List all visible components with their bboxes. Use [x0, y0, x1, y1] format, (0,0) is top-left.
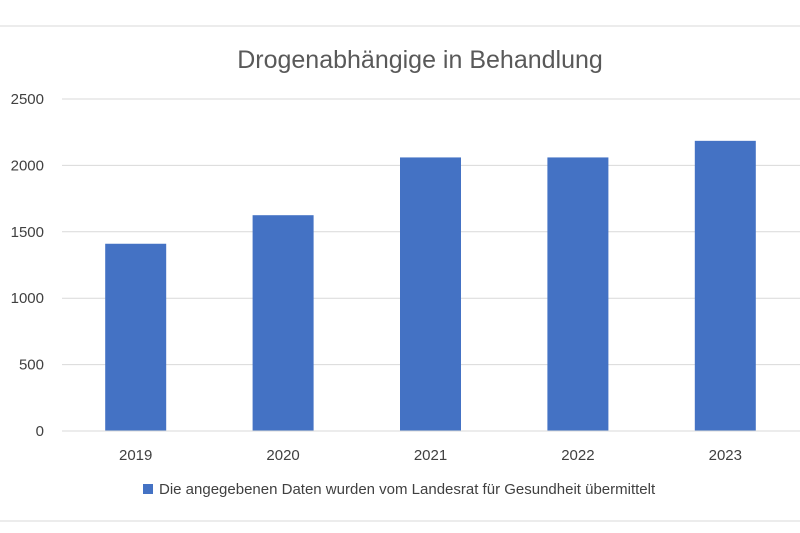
- bar-series: [62, 140, 800, 432]
- x-tick-label: 2022: [561, 447, 594, 464]
- legend-swatch: [143, 484, 153, 494]
- y-axis-tick-labels: 0 500 1000 1500 2000 2500: [11, 91, 44, 440]
- bar-2020: [252, 215, 314, 431]
- bar-2021: [400, 157, 461, 431]
- bar-2023: [694, 140, 756, 431]
- y-tick-label: 1500: [11, 224, 44, 241]
- x-tick-label: 2021: [414, 447, 447, 464]
- y-tick-label: 2000: [11, 157, 44, 174]
- y-tick-label: 2500: [11, 91, 44, 108]
- chart-title: Drogenabhängige in Behandlung: [237, 46, 603, 74]
- x-axis-tick-labels: 2019 2020 2021 2022 2023: [119, 447, 742, 464]
- x-tick-label: 2019: [119, 447, 152, 464]
- legend-label: Die angegebenen Daten wurden vom Landesr…: [159, 481, 656, 498]
- y-tick-label: 1000: [11, 290, 44, 307]
- bar-2022: [547, 157, 609, 431]
- x-tick-label: 2023: [709, 447, 742, 464]
- y-tick-label: 500: [19, 357, 44, 374]
- x-tick-label: 2020: [266, 447, 299, 464]
- y-tick-label: 0: [36, 423, 44, 440]
- bar-2019: [105, 243, 167, 431]
- legend: Die angegebenen Daten wurden vom Landesr…: [143, 481, 656, 498]
